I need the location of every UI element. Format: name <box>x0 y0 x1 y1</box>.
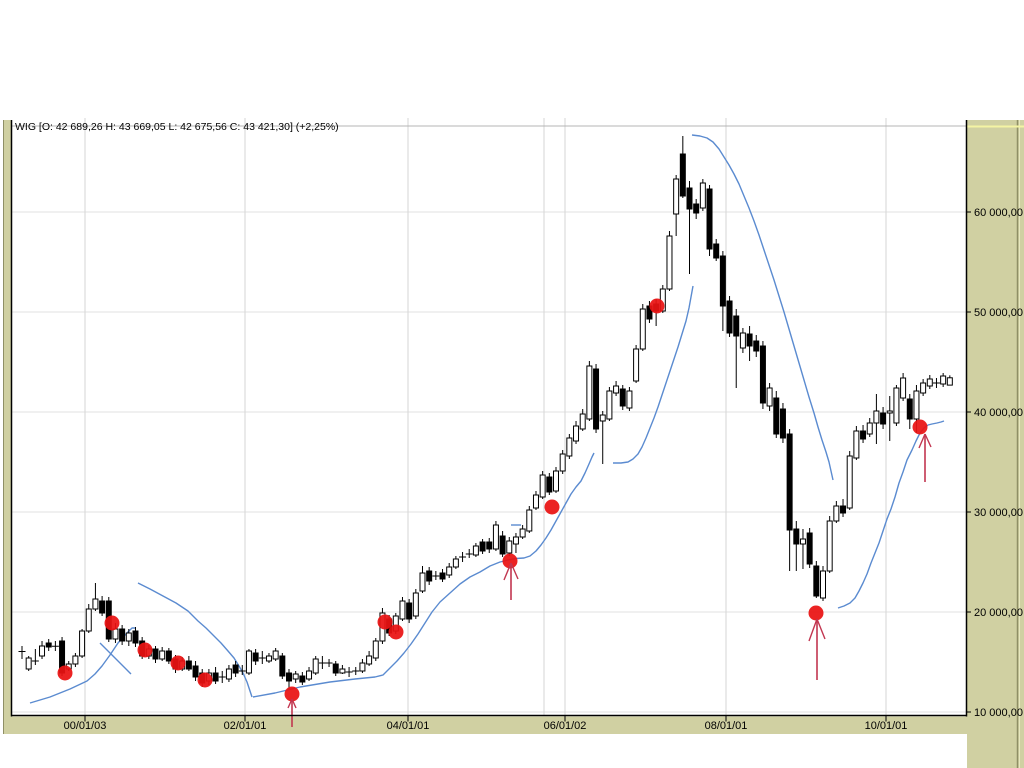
chart-title-ohlc-readout: WIG [O: 42 689,26 H: 43 669,05 L: 42 675… <box>15 121 339 133</box>
trailing-stop-line <box>29 134 945 704</box>
gridlines <box>12 118 966 716</box>
svg-text:04/01/01: 04/01/01 <box>387 720 430 732</box>
y-axis-labels: 60 000,00 50 000,00 40 000,00 30 000,00 20 0… <box>974 207 1023 719</box>
svg-text:20 000,00: 20 000,00 <box>974 607 1023 619</box>
svg-text:50 000,00: 50 000,00 <box>974 307 1023 319</box>
svg-text:00/01/03: 00/01/03 <box>64 720 107 732</box>
svg-text:06/01/02: 06/01/02 <box>544 720 587 732</box>
chart-frame-axes <box>10 120 971 722</box>
svg-text:30 000,00: 30 000,00 <box>974 507 1023 519</box>
svg-text:40 000,00: 40 000,00 <box>974 407 1023 419</box>
svg-text:10/01/01: 10/01/01 <box>865 720 908 732</box>
sell-signal-dots <box>57 298 928 702</box>
svg-text:02/01/01: 02/01/01 <box>224 720 267 732</box>
candlesticks <box>18 136 953 689</box>
buy-signal-arrows <box>287 433 932 727</box>
svg-text:60 000,00: 60 000,00 <box>974 207 1023 219</box>
svg-text:08/01/01: 08/01/01 <box>705 720 748 732</box>
axis-background-bands <box>3 120 1024 768</box>
svg-text:10 000,00: 10 000,00 <box>974 707 1023 719</box>
x-axis-labels: 00/01/03 02/01/01 04/01/01 06/01/02 08/01/01… <box>64 720 908 732</box>
